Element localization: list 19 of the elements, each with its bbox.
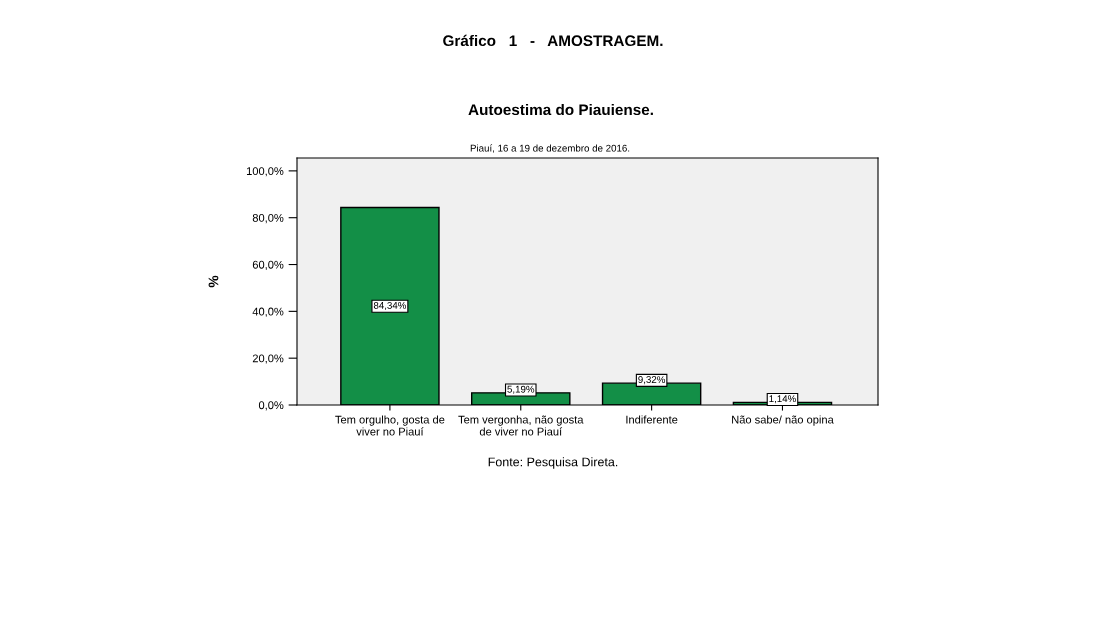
y-tick-label: 20,0% xyxy=(252,354,284,364)
data-label: 9,32% xyxy=(638,376,666,385)
data-label: 1,14% xyxy=(769,395,796,404)
data-label: 84,34% xyxy=(373,302,407,311)
y-tick-label: 60,0% xyxy=(252,260,284,270)
x-tick-label: Tem orgulho, gosta de viver no Piauí xyxy=(335,415,445,436)
source-note: Fonte: Pesquisa Direta. xyxy=(488,457,618,469)
data-label: 5,19% xyxy=(507,385,535,394)
chart-title: Autoestima do Piauiense. xyxy=(468,103,653,116)
y-tick-label: 40,0% xyxy=(252,307,284,317)
x-tick-label: Indiferente xyxy=(626,415,678,424)
y-tick-label: 100,0% xyxy=(246,167,284,177)
y-axis-title: % xyxy=(208,275,219,288)
y-tick-label: 0,0% xyxy=(258,401,284,411)
chart-subtitle: Piauí, 16 a 19 de dezembro de 2016. xyxy=(470,144,630,153)
x-tick-label: Não sabe/ não opina xyxy=(732,415,834,426)
y-tick-label: 80,0% xyxy=(252,213,284,224)
text: Gráfico 1 - AMOSTRAGEM. xyxy=(443,34,663,47)
x-tick-label: Tem vergonha, não gosta de viver no Piauí xyxy=(458,415,584,436)
